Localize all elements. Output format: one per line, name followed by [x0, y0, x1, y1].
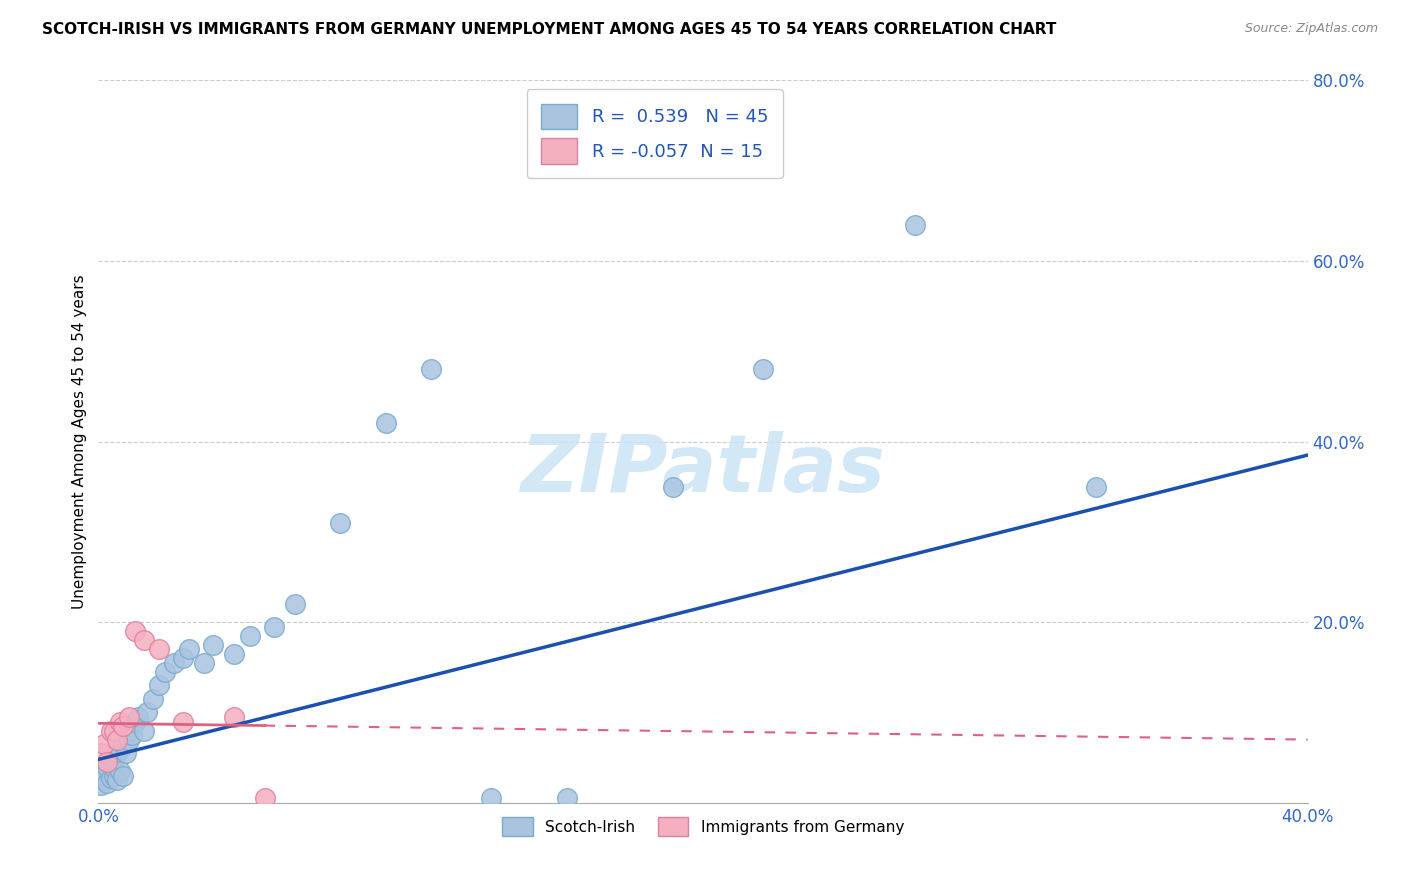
Point	[224, 710, 246, 724]
Point	[96, 776, 118, 790]
Point	[148, 642, 170, 657]
Point	[132, 633, 155, 648]
Point	[142, 692, 165, 706]
Point	[100, 723, 122, 738]
Point	[132, 723, 155, 738]
Legend: Scotch-Irish, Immigrants from Germany: Scotch-Irish, Immigrants from Germany	[496, 811, 910, 842]
Point	[105, 732, 128, 747]
Point	[118, 723, 141, 738]
Text: SCOTCH-IRISH VS IMMIGRANTS FROM GERMANY UNEMPLOYMENT AMONG AGES 45 TO 54 YEARS C: SCOTCH-IRISH VS IMMIGRANTS FROM GERMANY …	[42, 22, 1056, 37]
Point	[1085, 480, 1108, 494]
Point	[118, 710, 141, 724]
Point	[118, 732, 141, 747]
Point	[153, 665, 176, 679]
Point	[108, 764, 131, 779]
Point	[904, 218, 927, 232]
Point	[96, 760, 118, 774]
Text: Source: ZipAtlas.com: Source: ZipAtlas.com	[1244, 22, 1378, 36]
Point	[111, 719, 134, 733]
Point	[111, 737, 134, 751]
Point	[103, 750, 125, 764]
Point	[163, 656, 186, 670]
Point	[329, 516, 352, 530]
Point	[93, 773, 115, 788]
Point	[103, 769, 125, 783]
Point	[239, 629, 262, 643]
Point	[135, 706, 157, 720]
Point	[481, 791, 503, 805]
Point	[93, 737, 115, 751]
Point	[114, 746, 136, 760]
Point	[108, 741, 131, 756]
Point	[90, 746, 112, 760]
Point	[661, 480, 683, 494]
Point	[374, 417, 396, 431]
Point	[111, 769, 134, 783]
Point	[263, 620, 285, 634]
Point	[100, 771, 122, 785]
Point	[100, 755, 122, 769]
Point	[121, 728, 143, 742]
Point	[202, 638, 225, 652]
Point	[108, 714, 131, 729]
Point	[105, 773, 128, 788]
Point	[90, 778, 112, 792]
Y-axis label: Unemployment Among Ages 45 to 54 years: Unemployment Among Ages 45 to 54 years	[72, 274, 87, 609]
Point	[193, 656, 215, 670]
Point	[420, 362, 443, 376]
Point	[752, 362, 775, 376]
Point	[284, 597, 307, 611]
Point	[96, 755, 118, 769]
Point	[124, 624, 146, 639]
Point	[179, 642, 201, 657]
Point	[172, 714, 194, 729]
Point	[105, 746, 128, 760]
Point	[103, 762, 125, 776]
Point	[224, 647, 246, 661]
Point	[172, 651, 194, 665]
Point	[555, 791, 578, 805]
Text: ZIPatlas: ZIPatlas	[520, 432, 886, 509]
Point	[93, 769, 115, 783]
Point	[253, 791, 276, 805]
Point	[148, 678, 170, 692]
Point	[103, 723, 125, 738]
Point	[124, 714, 146, 729]
Point	[127, 710, 149, 724]
